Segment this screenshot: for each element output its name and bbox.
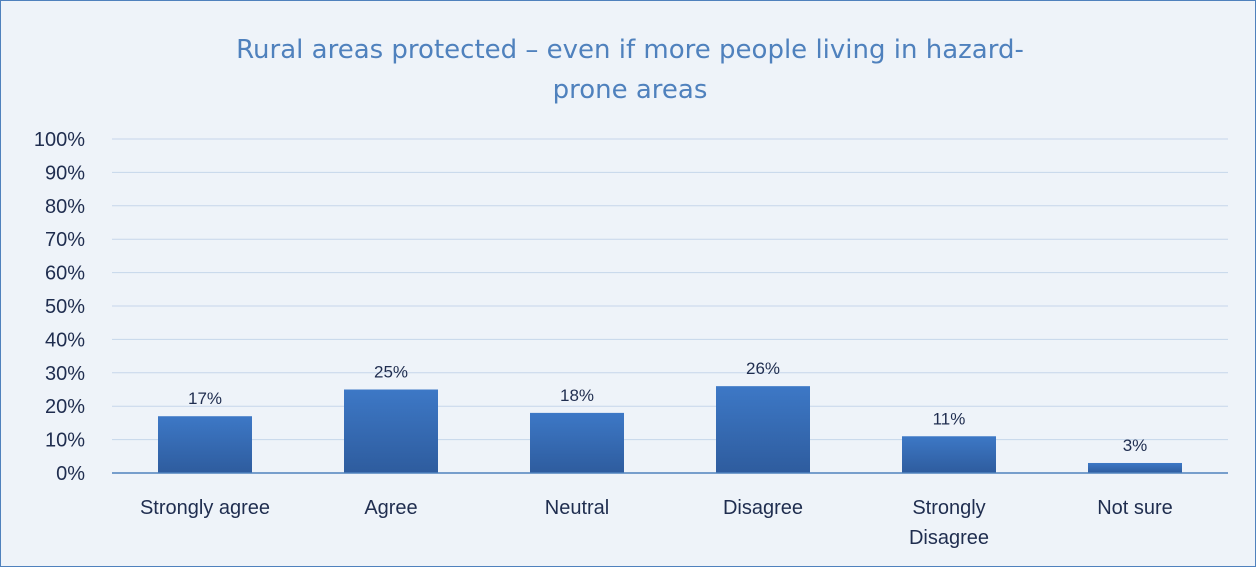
y-tick-label: 60% bbox=[45, 263, 85, 285]
y-tick-label: 90% bbox=[45, 162, 85, 184]
y-tick-label: 50% bbox=[45, 296, 85, 318]
data-label: 17% bbox=[188, 389, 222, 408]
category-label: Strongly Disagree bbox=[909, 497, 989, 549]
data-label: 25% bbox=[374, 363, 408, 382]
bar bbox=[158, 416, 252, 473]
y-tick-label: 30% bbox=[45, 363, 85, 385]
data-label: 18% bbox=[560, 386, 594, 405]
chart-title-line-2: prone areas bbox=[552, 75, 708, 105]
chart-title: Rural areas protected – even if more peo… bbox=[120, 30, 1140, 110]
y-tick-label: 70% bbox=[45, 229, 85, 251]
bar bbox=[716, 386, 810, 473]
data-label: 26% bbox=[746, 359, 780, 378]
y-tick-label: 100% bbox=[34, 129, 85, 151]
bar bbox=[1088, 462, 1182, 473]
category-labels: Strongly agree Agree Neutral Disagree Strong… bbox=[140, 497, 1173, 549]
y-tick-label: 80% bbox=[45, 196, 85, 218]
y-tick-label: 40% bbox=[45, 329, 85, 351]
category-label: Strongly agree bbox=[140, 497, 270, 519]
bar bbox=[344, 389, 438, 473]
category-label: Neutral bbox=[545, 497, 609, 519]
gridlines bbox=[112, 138, 1228, 441]
y-axis-ticks: 0% 10% 20% 30% 40% 50% 60% 70% 80% 90% 100% bbox=[34, 129, 85, 485]
y-tick-label: 20% bbox=[45, 396, 85, 418]
y-tick-label: 0% bbox=[56, 463, 85, 485]
bar bbox=[530, 412, 624, 473]
data-label: 11% bbox=[933, 409, 966, 428]
category-label: Agree bbox=[364, 497, 417, 519]
data-labels: 17% 25% 18% 26% 11% 3% bbox=[188, 359, 1147, 455]
chart-title-line-1: Rural areas protected – even if more peo… bbox=[236, 35, 1024, 65]
category-label: Not sure bbox=[1097, 497, 1173, 519]
bar bbox=[902, 436, 996, 473]
y-tick-label: 10% bbox=[45, 430, 85, 452]
category-label: Disagree bbox=[723, 497, 803, 519]
data-label: 3% bbox=[1123, 436, 1148, 455]
bars bbox=[158, 386, 1182, 473]
